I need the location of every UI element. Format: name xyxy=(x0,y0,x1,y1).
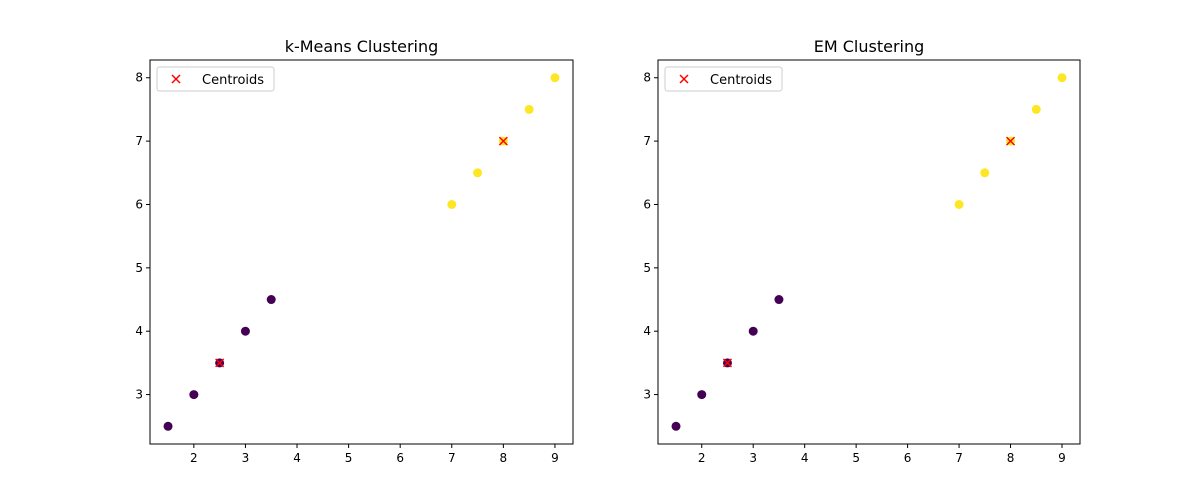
legend-box xyxy=(664,66,783,92)
y-tick-label: 4 xyxy=(135,324,143,338)
legend: Centroids xyxy=(156,66,275,92)
x-tick-label: 5 xyxy=(852,451,860,465)
centroid-marker xyxy=(1005,136,1016,146)
axes-frame xyxy=(657,59,1081,445)
data-point xyxy=(189,390,199,400)
chart-title: EM Clustering xyxy=(814,37,925,56)
y-tick-label: 8 xyxy=(643,71,651,85)
legend-label: Centroids xyxy=(710,73,772,88)
y-tick-label: 7 xyxy=(643,134,651,148)
x-tick-label: 6 xyxy=(396,451,404,465)
chart-title: k-Means Clustering xyxy=(285,37,439,56)
legend-centroid-marker xyxy=(679,74,689,84)
x-tick-label: 9 xyxy=(551,451,559,465)
centroid-marker xyxy=(722,358,733,368)
data-point xyxy=(266,295,276,305)
data-point xyxy=(954,199,964,209)
legend-centroid-marker xyxy=(171,74,181,84)
y-tick-label: 8 xyxy=(135,71,143,85)
data-point xyxy=(240,326,250,336)
x-tick-label: 2 xyxy=(698,451,706,465)
chart-panel-1: k-Means Clustering 2 3 4 5 6 7 8 9 3 4 5 6 7 8 Centroid… xyxy=(135,37,574,465)
data-point xyxy=(473,168,483,178)
x-tick-label: 4 xyxy=(293,451,301,465)
centroid-marker xyxy=(215,358,225,368)
data-point xyxy=(697,390,707,400)
y-tick-label: 5 xyxy=(135,261,143,275)
data-point xyxy=(1031,104,1041,114)
y-tick-label: 6 xyxy=(643,197,651,211)
x-tick-label: 7 xyxy=(955,451,963,465)
data-point xyxy=(671,421,681,431)
x-tick-label: 4 xyxy=(801,451,809,465)
x-tick-label: 7 xyxy=(448,451,456,465)
x-tick-label: 2 xyxy=(190,451,198,465)
x-tick-label: 8 xyxy=(1007,451,1015,465)
legend: Centroids xyxy=(664,66,783,92)
axes-frame xyxy=(149,59,574,445)
centroid-marker xyxy=(498,136,508,146)
x-tick-label: 3 xyxy=(749,451,757,465)
data-point xyxy=(447,199,457,209)
data-point xyxy=(550,73,560,83)
chart-panel-2: EM Clustering 2 3 4 5 6 7 8 9 3 4 5 6 7 8 Centroids xyxy=(643,37,1081,465)
data-point xyxy=(774,295,784,305)
data-point xyxy=(163,421,173,431)
y-tick-label: 3 xyxy=(135,388,143,402)
x-tick-label: 6 xyxy=(904,451,912,465)
y-tick-label: 5 xyxy=(643,261,651,275)
y-tick-label: 3 xyxy=(643,388,651,402)
legend-label: Centroids xyxy=(202,73,264,88)
data-point xyxy=(1057,73,1067,83)
legend-box xyxy=(156,66,275,92)
data-point xyxy=(748,326,758,336)
x-tick-label: 3 xyxy=(242,451,250,465)
x-tick-label: 8 xyxy=(500,451,508,465)
x-tick-label: 9 xyxy=(1058,451,1066,465)
y-tick-label: 7 xyxy=(135,134,143,148)
y-tick-label: 4 xyxy=(643,324,651,338)
y-tick-label: 6 xyxy=(135,197,143,211)
x-tick-label: 5 xyxy=(345,451,353,465)
data-point xyxy=(524,104,534,114)
data-point xyxy=(980,168,990,178)
